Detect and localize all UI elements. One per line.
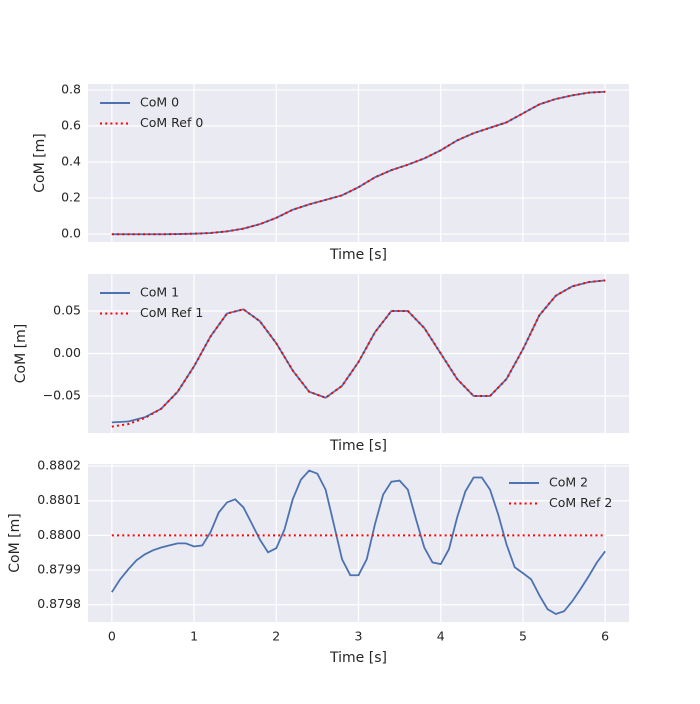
- data-line: [111, 90, 606, 236]
- x-tick-label: 2: [272, 629, 280, 644]
- y-tick-label: 0.0: [61, 226, 81, 241]
- y-tick-label: 0.8802: [37, 458, 81, 473]
- y-tick-label: 0.8: [61, 81, 81, 96]
- legend-label: CoM Ref 0: [140, 115, 203, 130]
- legend-label: CoM 0: [140, 95, 179, 110]
- legend: CoM 0 CoM Ref 0: [100, 95, 203, 130]
- x-tick-label: 1: [190, 629, 198, 644]
- x-tick-label: 6: [601, 629, 609, 644]
- subplot: 0.0 0.2 0.4 0.6 0.8 Time [s] CoM [m] CoM 0 CoM R…: [32, 81, 629, 263]
- y-tick-label: 0.8800: [37, 527, 81, 542]
- x-tick-label: 0: [108, 629, 116, 644]
- x-tick-label: 5: [519, 629, 527, 644]
- legend-label: CoM Ref 2: [549, 495, 612, 510]
- y-tick-label: 0.8799: [37, 562, 81, 577]
- y-tick-label: 0.6: [61, 117, 81, 132]
- subplot: 0 1 2 3 4 5 6 0.8798 0.8799 0.8800 0.8801 0.8802 Tim…: [7, 458, 629, 666]
- y-tick-label: 0.05: [53, 302, 81, 317]
- x-axis-label: Time [s]: [329, 247, 387, 263]
- x-axis-label: Time [s]: [329, 650, 387, 666]
- y-tick-label: 0.2: [61, 190, 81, 205]
- legend: CoM 1 CoM Ref 1: [100, 285, 203, 320]
- y-tick-label: 0.00: [53, 345, 81, 360]
- y-axis-label: CoM [m]: [13, 324, 29, 383]
- x-tick-label: 3: [355, 629, 363, 644]
- y-tick-label: 0.8801: [37, 492, 81, 507]
- data-line: [111, 279, 606, 428]
- y-tick-label: 0.8798: [37, 596, 81, 611]
- x-axis-label: Time [s]: [329, 438, 387, 454]
- legend-label: CoM 1: [140, 285, 179, 300]
- x-tick-label: 4: [437, 629, 445, 644]
- subplot: −0.05 0.00 0.05 Time [s] CoM [m] CoM 1 CoM Ref…: [13, 274, 629, 454]
- y-tick-label: −0.05: [43, 388, 81, 403]
- y-axis-label: CoM [m]: [7, 513, 23, 572]
- legend-label: CoM Ref 1: [140, 305, 203, 320]
- legend: CoM 2 CoM Ref 2: [509, 475, 612, 510]
- legend-label: CoM 2: [549, 475, 588, 490]
- data-line: [111, 469, 606, 616]
- y-axis-label: CoM [m]: [32, 133, 48, 192]
- y-tick-label: 0.4: [61, 154, 81, 169]
